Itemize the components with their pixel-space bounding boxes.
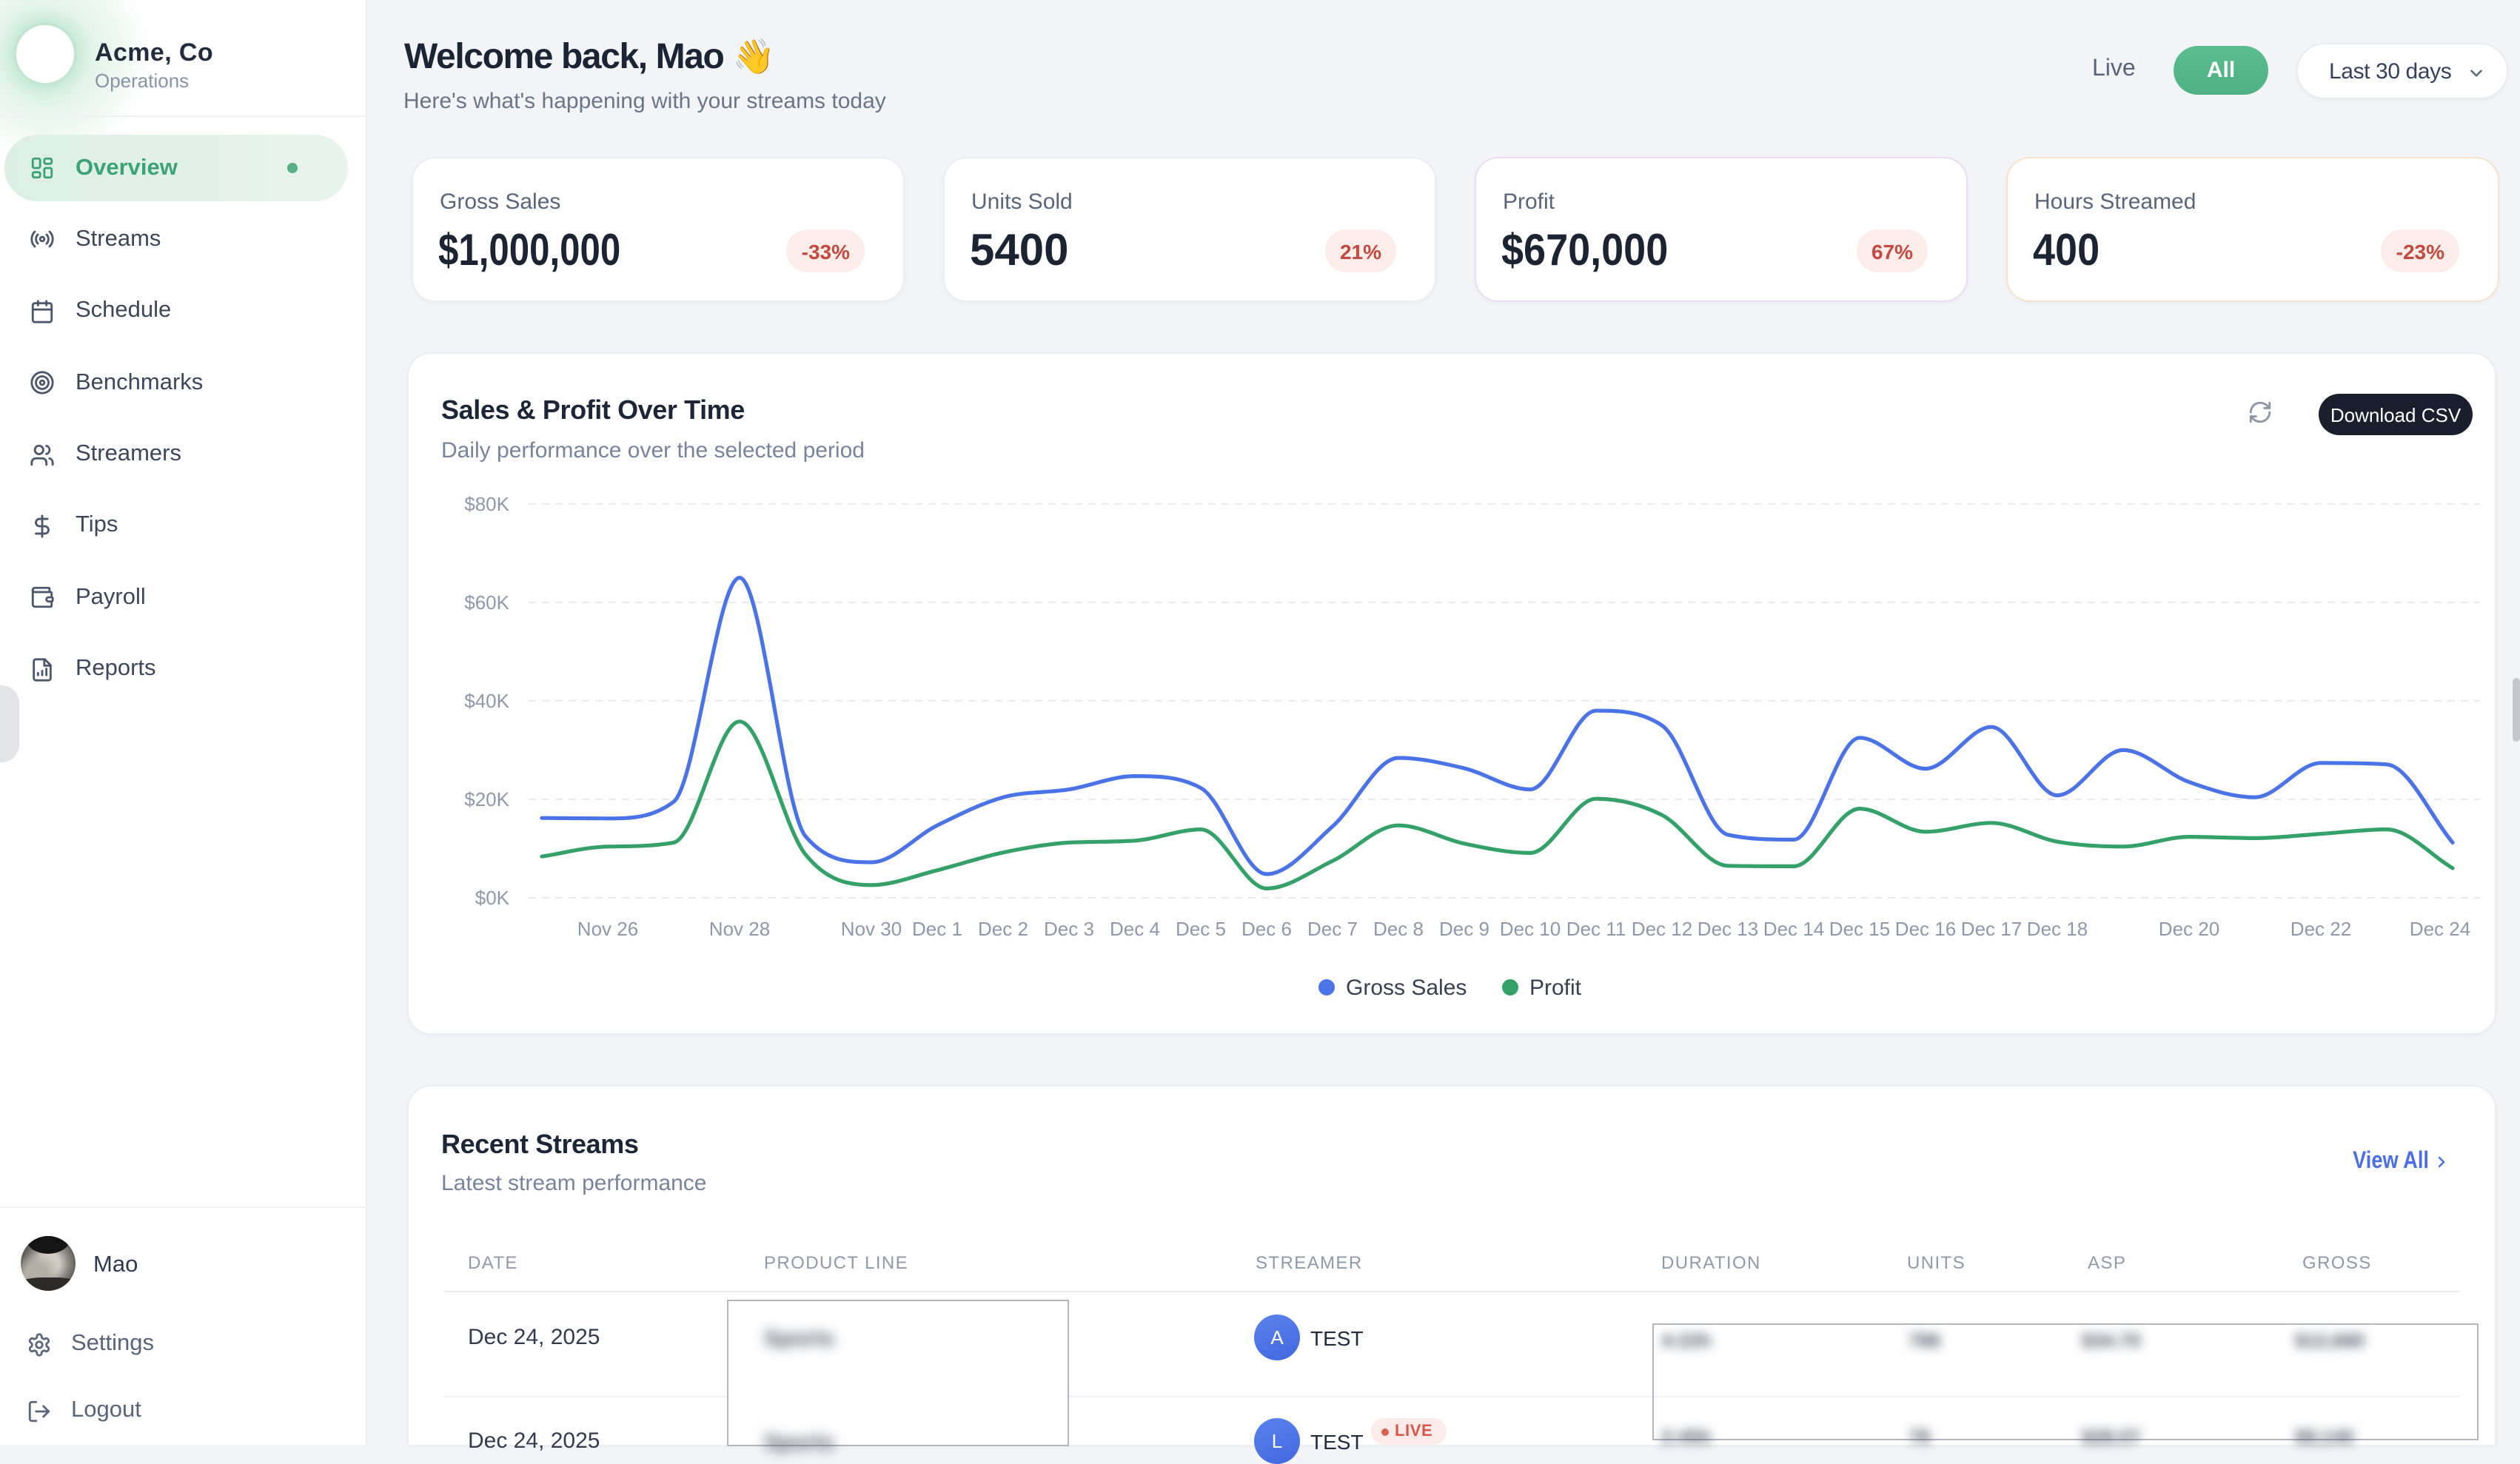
svg-text:Dec 11: Dec 11 xyxy=(1566,918,1626,940)
svg-text:Dec 14: Dec 14 xyxy=(1763,918,1824,940)
svg-text:Dec 17: Dec 17 xyxy=(1961,918,2022,940)
svg-text:Dec 4: Dec 4 xyxy=(1110,918,1160,940)
svg-text:Dec 15: Dec 15 xyxy=(1829,918,1890,940)
svg-text:Dec 7: Dec 7 xyxy=(1307,918,1358,940)
svg-text:$80K: $80K xyxy=(464,493,509,515)
svg-text:Dec 6: Dec 6 xyxy=(1241,918,1292,940)
svg-text:Dec 10: Dec 10 xyxy=(1500,918,1561,940)
svg-text:Nov 28: Nov 28 xyxy=(709,918,770,940)
svg-text:$40K: $40K xyxy=(464,690,509,712)
svg-text:Nov 26: Nov 26 xyxy=(577,918,638,940)
svg-text:Dec 1: Dec 1 xyxy=(912,918,962,940)
svg-text:Dec 3: Dec 3 xyxy=(1044,918,1094,940)
svg-text:Dec 13: Dec 13 xyxy=(1698,918,1758,940)
svg-text:Dec 18: Dec 18 xyxy=(2027,918,2088,940)
svg-text:Nov 30: Nov 30 xyxy=(841,918,902,940)
svg-text:Profit: Profit xyxy=(1529,976,1582,1000)
svg-text:Dec 16: Dec 16 xyxy=(1895,918,1956,940)
svg-text:Dec 12: Dec 12 xyxy=(1632,918,1692,940)
svg-text:Dec 24: Dec 24 xyxy=(2410,918,2470,940)
svg-text:Gross Sales: Gross Sales xyxy=(1346,976,1467,1000)
svg-text:Dec 22: Dec 22 xyxy=(2291,918,2351,940)
svg-text:Dec 5: Dec 5 xyxy=(1176,918,1226,940)
svg-text:Dec 2: Dec 2 xyxy=(978,918,1028,940)
svg-text:Dec 20: Dec 20 xyxy=(2159,918,2219,940)
svg-text:Dec 9: Dec 9 xyxy=(1439,918,1489,940)
svg-text:$60K: $60K xyxy=(464,591,509,614)
svg-text:Dec 8: Dec 8 xyxy=(1373,918,1424,940)
svg-text:$0K: $0K xyxy=(475,887,510,909)
svg-text:$20K: $20K xyxy=(464,788,509,810)
